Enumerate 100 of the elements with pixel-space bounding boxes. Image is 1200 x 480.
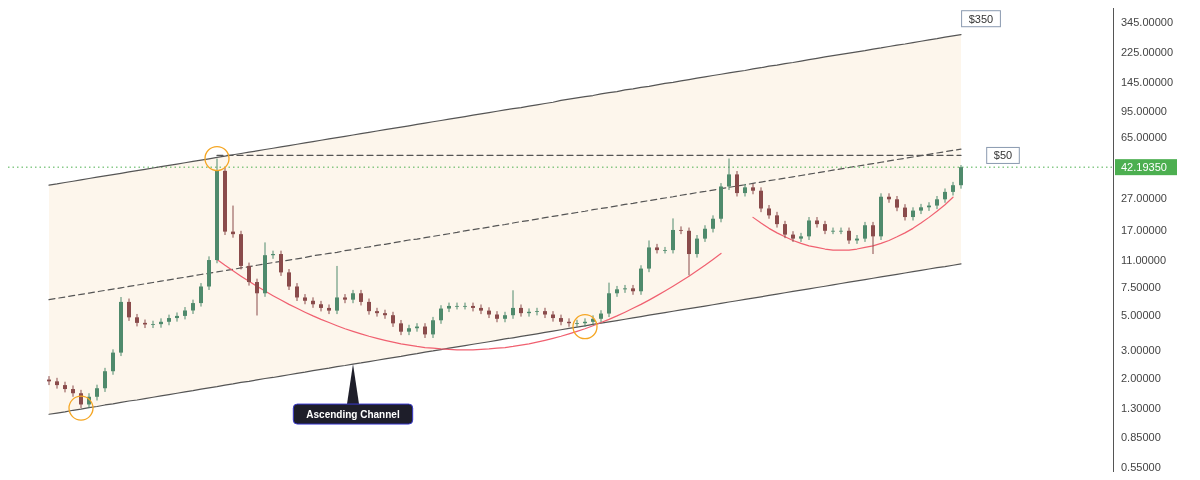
candlestick xyxy=(495,310,499,323)
candlestick xyxy=(911,206,915,221)
candlestick xyxy=(799,232,803,243)
candlestick xyxy=(959,164,963,190)
y-tick-label: 7.50000 xyxy=(1121,280,1161,293)
candlestick xyxy=(935,195,939,210)
candlestick xyxy=(559,314,563,326)
candlestick xyxy=(487,306,491,319)
candlestick xyxy=(167,314,171,326)
candlestick xyxy=(511,289,515,320)
candlestick xyxy=(839,227,843,235)
candlestick xyxy=(791,230,795,243)
candlestick xyxy=(631,284,635,296)
candlestick xyxy=(391,311,395,328)
candlestick xyxy=(383,309,387,320)
candlestick xyxy=(655,243,659,254)
candlestick xyxy=(63,381,67,393)
candlestick xyxy=(871,221,875,255)
candlestick xyxy=(575,319,579,328)
candlestick xyxy=(351,289,355,304)
candlestick xyxy=(823,220,827,235)
candlestick xyxy=(591,314,595,326)
y-tick-label: 11.00000 xyxy=(1121,254,1167,267)
candlestick xyxy=(647,239,651,273)
candlestick xyxy=(831,227,835,235)
candlestick xyxy=(55,377,59,390)
candlestick xyxy=(431,316,435,339)
candlestick xyxy=(191,299,195,315)
candlestick xyxy=(335,265,339,315)
y-tick-label: 0.85000 xyxy=(1121,430,1161,443)
y-tick-label: 225.00000 xyxy=(1121,45,1173,58)
candlestick xyxy=(183,306,187,320)
candlestick xyxy=(111,348,115,376)
candlestick xyxy=(503,311,507,323)
candlestick xyxy=(695,234,699,259)
candlestick xyxy=(807,216,811,241)
candlestick xyxy=(735,170,739,197)
candlestick xyxy=(407,324,411,336)
y-tick-label: 17.00000 xyxy=(1121,223,1167,236)
candlestick xyxy=(743,183,747,197)
candlestick xyxy=(255,278,259,316)
y-tick-label: 345.00000 xyxy=(1121,16,1173,28)
candlestick xyxy=(327,304,331,315)
candlestick xyxy=(863,221,867,243)
candlestick xyxy=(343,293,347,304)
candlestick xyxy=(135,313,139,327)
candlestick xyxy=(199,282,203,308)
line-series xyxy=(752,196,954,251)
candlestick xyxy=(71,384,75,398)
candlestick xyxy=(767,204,771,220)
y-tick-label: 0.55000 xyxy=(1121,461,1161,473)
candlestick xyxy=(463,302,467,310)
candlestick xyxy=(663,246,667,254)
candlestick xyxy=(759,186,763,213)
y-tick-label: 27.00000 xyxy=(1121,192,1167,205)
line-series xyxy=(48,148,962,301)
y-tick-label: 3.00000 xyxy=(1121,343,1161,356)
y-tick-label: 5.00000 xyxy=(1121,308,1161,321)
candlestick xyxy=(447,302,451,313)
candlestick xyxy=(615,285,619,298)
candlestick xyxy=(103,367,107,393)
candlestick xyxy=(247,262,251,287)
candlestick xyxy=(727,158,731,191)
candlestick xyxy=(623,284,627,294)
text: $50 xyxy=(993,149,1013,162)
candlestick xyxy=(607,282,611,318)
candlestick xyxy=(919,203,923,215)
candlestick xyxy=(519,304,523,318)
candlestick xyxy=(151,320,155,329)
line-series xyxy=(216,252,722,351)
candlestick xyxy=(751,183,755,195)
candlestick xyxy=(543,307,547,319)
text: $350 xyxy=(968,12,994,25)
candlestick xyxy=(671,217,675,254)
candlestick xyxy=(375,307,379,318)
ref-line-label: 42.19350 xyxy=(1121,161,1167,174)
candlestick xyxy=(127,298,131,322)
y-tick-label: 95.00000 xyxy=(1121,105,1167,118)
candlestick xyxy=(279,250,283,277)
candlestick xyxy=(423,322,427,339)
y-tick-label: 2.00000 xyxy=(1121,371,1161,384)
candlestick xyxy=(319,300,323,312)
candlestick xyxy=(535,307,539,316)
candlestick xyxy=(471,302,475,312)
candlestick xyxy=(303,293,307,305)
annotation: Ascending Channel xyxy=(306,409,400,421)
candlestick xyxy=(687,227,691,276)
candlestick xyxy=(479,304,483,315)
candlestick xyxy=(815,216,819,229)
candlestick xyxy=(943,187,947,204)
y-tick-label: 1.30000 xyxy=(1121,401,1161,414)
candlestick xyxy=(455,302,459,310)
candlestick xyxy=(639,264,643,296)
y-tick-label: 145.00000 xyxy=(1121,75,1173,88)
candlestick xyxy=(439,304,443,325)
candlestick xyxy=(599,309,603,323)
candlestick xyxy=(287,268,291,291)
candlestick xyxy=(679,225,683,235)
line-series xyxy=(48,34,962,186)
y-tick-label: 65.00000 xyxy=(1121,131,1167,144)
